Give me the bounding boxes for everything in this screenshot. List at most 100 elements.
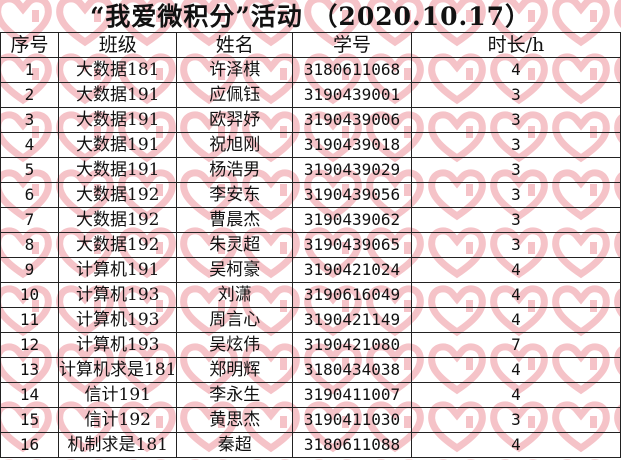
cell-name: 刘潇 bbox=[176, 282, 294, 308]
header-hours: 时长/h bbox=[410, 32, 621, 58]
cell-student-id: 3190439001 bbox=[292, 82, 412, 108]
header-name: 姓名 bbox=[176, 32, 294, 58]
cell-student-id: 3180611068 bbox=[292, 57, 412, 83]
cell-student-id: 3180434038 bbox=[292, 357, 412, 383]
cell-hours: 4 bbox=[410, 382, 621, 408]
cell-hours: 4 bbox=[410, 307, 621, 333]
table-row: 11 计算机193 周言心 3190421149 4 bbox=[0, 307, 621, 333]
cell-hours: 3 bbox=[410, 232, 621, 258]
cell-index: 9 bbox=[0, 257, 59, 283]
cell-class: 计算机求是181 bbox=[57, 357, 178, 383]
page-title: “我爱微积分”活动 （2020.10.17） bbox=[89, 2, 532, 31]
cell-name: 祝旭刚 bbox=[176, 132, 294, 158]
cell-name: 吴炫伟 bbox=[176, 332, 294, 358]
table-row: 15 信计192 黄思杰 3190411030 3 bbox=[0, 407, 621, 433]
cell-class: 大数据192 bbox=[57, 182, 178, 208]
cell-index: 12 bbox=[0, 332, 59, 358]
cell-index: 16 bbox=[0, 432, 59, 458]
cell-hours: 3 bbox=[410, 132, 621, 158]
cell-hours: 4 bbox=[410, 57, 621, 83]
cell-index: 6 bbox=[0, 182, 59, 208]
table-row: 2 大数据191 应佩钰 3190439001 3 bbox=[0, 82, 621, 108]
cell-class: 计算机191 bbox=[57, 257, 178, 283]
table-row: 12 计算机193 吴炫伟 3190421080 7 bbox=[0, 332, 621, 358]
table-row: 4 大数据191 祝旭刚 3190439018 3 bbox=[0, 132, 621, 158]
cell-name: 杨浩男 bbox=[176, 157, 294, 183]
cell-student-id: 3190411030 bbox=[292, 407, 412, 433]
cell-class: 计算机193 bbox=[57, 332, 178, 358]
cell-hours: 3 bbox=[410, 182, 621, 208]
table-row: 6 大数据192 李安东 3190439056 3 bbox=[0, 182, 621, 208]
cell-student-id: 3190439018 bbox=[292, 132, 412, 158]
cell-index: 2 bbox=[0, 82, 59, 108]
cell-index: 15 bbox=[0, 407, 59, 433]
cell-class: 计算机193 bbox=[57, 282, 178, 308]
cell-hours: 3 bbox=[410, 407, 621, 433]
table-row: 13 计算机求是181 郑明辉 3180434038 4 bbox=[0, 357, 621, 383]
cell-hours: 4 bbox=[410, 432, 621, 458]
cell-index: 10 bbox=[0, 282, 59, 308]
table-row: 7 大数据192 曹晨杰 3190439062 3 bbox=[0, 207, 621, 233]
cell-index: 13 bbox=[0, 357, 59, 383]
cell-hours: 4 bbox=[410, 357, 621, 383]
cell-index: 14 bbox=[0, 382, 59, 408]
cell-student-id: 3190616049 bbox=[292, 282, 412, 308]
cell-student-id: 3190421149 bbox=[292, 307, 412, 333]
cell-student-id: 3190421080 bbox=[292, 332, 412, 358]
table-row: 3 大数据191 欧羿妤 3190439006 3 bbox=[0, 107, 621, 133]
table-row: 9 计算机191 吴柯豪 3190421024 4 bbox=[0, 257, 621, 283]
cell-name: 朱灵超 bbox=[176, 232, 294, 258]
cell-name: 周言心 bbox=[176, 307, 294, 333]
table-row: 8 大数据192 朱灵超 3190439065 3 bbox=[0, 232, 621, 258]
cell-hours: 7 bbox=[410, 332, 621, 358]
cell-student-id: 3190439065 bbox=[292, 232, 412, 258]
cell-index: 3 bbox=[0, 107, 59, 133]
cell-index: 11 bbox=[0, 307, 59, 333]
cell-index: 8 bbox=[0, 232, 59, 258]
cell-name: 应佩钰 bbox=[176, 82, 294, 108]
cell-name: 欧羿妤 bbox=[176, 107, 294, 133]
cell-class: 大数据192 bbox=[57, 232, 178, 258]
header-index: 序号 bbox=[0, 32, 59, 58]
cell-index: 4 bbox=[0, 132, 59, 158]
cell-class: 信计192 bbox=[57, 407, 178, 433]
cell-name: 吴柯豪 bbox=[176, 257, 294, 283]
cell-student-id: 3180611088 bbox=[292, 432, 412, 458]
cell-index: 5 bbox=[0, 157, 59, 183]
cell-class: 计算机193 bbox=[57, 307, 178, 333]
table-row: 1 大数据181 许泽棋 3180611068 4 bbox=[0, 57, 621, 83]
volunteer-hours-table: 序号 班级 姓名 学号 时长/h 1 大数据181 许泽棋 3180611068 4 2 大… bbox=[0, 32, 621, 458]
cell-name: 曹晨杰 bbox=[176, 207, 294, 233]
header-class: 班级 bbox=[57, 32, 178, 58]
cell-hours: 4 bbox=[410, 282, 621, 308]
cell-student-id: 3190439062 bbox=[292, 207, 412, 233]
cell-index: 1 bbox=[0, 57, 59, 83]
cell-class: 大数据191 bbox=[57, 157, 178, 183]
cell-name: 李永生 bbox=[176, 382, 294, 408]
cell-student-id: 3190411007 bbox=[292, 382, 412, 408]
table-row: 10 计算机193 刘潇 3190616049 4 bbox=[0, 282, 621, 308]
cell-student-id: 3190439029 bbox=[292, 157, 412, 183]
cell-class: 机制求是181 bbox=[57, 432, 178, 458]
cell-hours: 3 bbox=[410, 207, 621, 233]
table-row: 16 机制求是181 秦超 3180611088 4 bbox=[0, 432, 621, 458]
cell-student-id: 3190439056 bbox=[292, 182, 412, 208]
table-row: 5 大数据191 杨浩男 3190439029 3 bbox=[0, 157, 621, 183]
cell-index: 7 bbox=[0, 207, 59, 233]
cell-hours: 4 bbox=[410, 257, 621, 283]
table-row: 14 信计191 李永生 3190411007 4 bbox=[0, 382, 621, 408]
header-row: 序号 班级 姓名 学号 时长/h bbox=[0, 32, 621, 58]
cell-class: 大数据181 bbox=[57, 57, 178, 83]
cell-name: 郑明辉 bbox=[176, 357, 294, 383]
cell-hours: 3 bbox=[410, 107, 621, 133]
cell-class: 信计191 bbox=[57, 382, 178, 408]
cell-class: 大数据191 bbox=[57, 107, 178, 133]
cell-hours: 3 bbox=[410, 82, 621, 108]
cell-class: 大数据191 bbox=[57, 82, 178, 108]
cell-student-id: 3190439006 bbox=[292, 107, 412, 133]
cell-name: 李安东 bbox=[176, 182, 294, 208]
cell-name: 黄思杰 bbox=[176, 407, 294, 433]
cell-class: 大数据192 bbox=[57, 207, 178, 233]
cell-name: 秦超 bbox=[176, 432, 294, 458]
header-student-id: 学号 bbox=[292, 32, 412, 58]
